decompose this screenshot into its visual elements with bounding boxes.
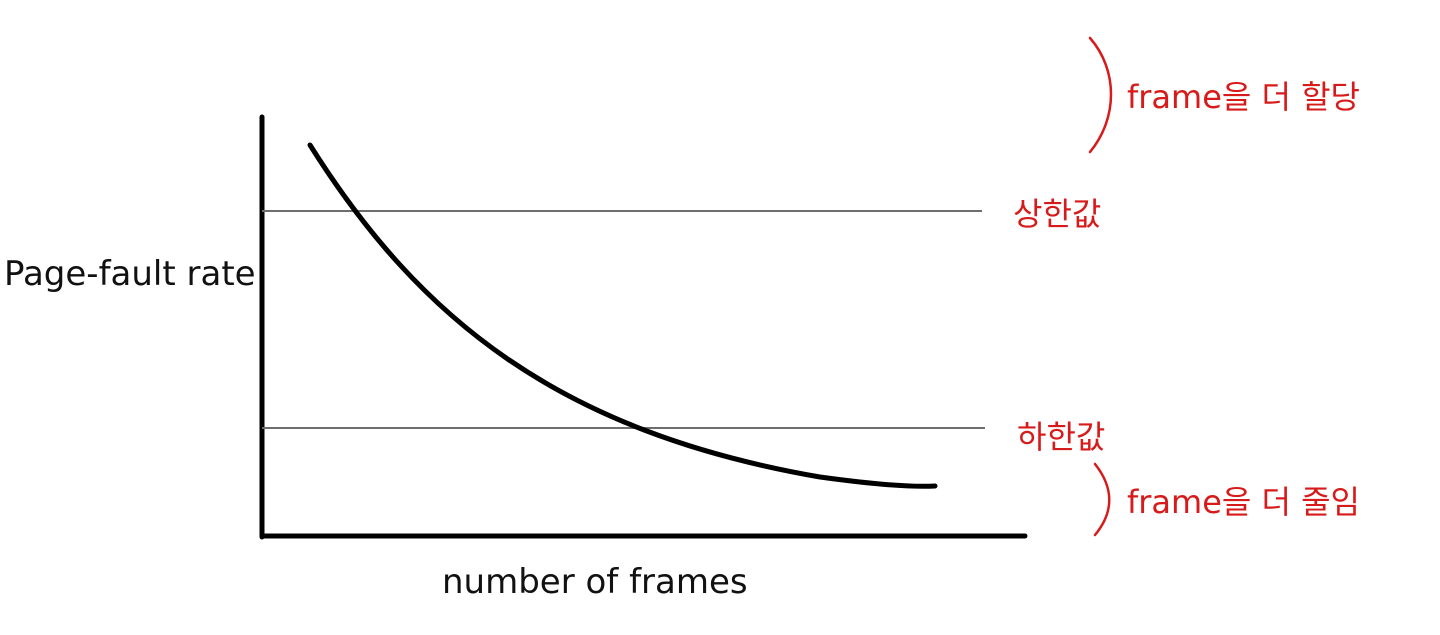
reduce-brace (1093, 462, 1111, 537)
upper-threshold-label: 상한값 (1013, 195, 1101, 233)
page-fault-curve (307, 142, 938, 489)
allocate-more-brace (1088, 36, 1113, 154)
reduce-label: frame을 더 줄임 (1127, 483, 1360, 521)
allocate-more-label: frame을 더 할당 (1127, 78, 1360, 116)
lower-threshold-label: 하한값 (1017, 418, 1105, 456)
y-axis-label: Page-fault rate (4, 254, 256, 294)
x-axis-label: number of frames (442, 562, 748, 602)
